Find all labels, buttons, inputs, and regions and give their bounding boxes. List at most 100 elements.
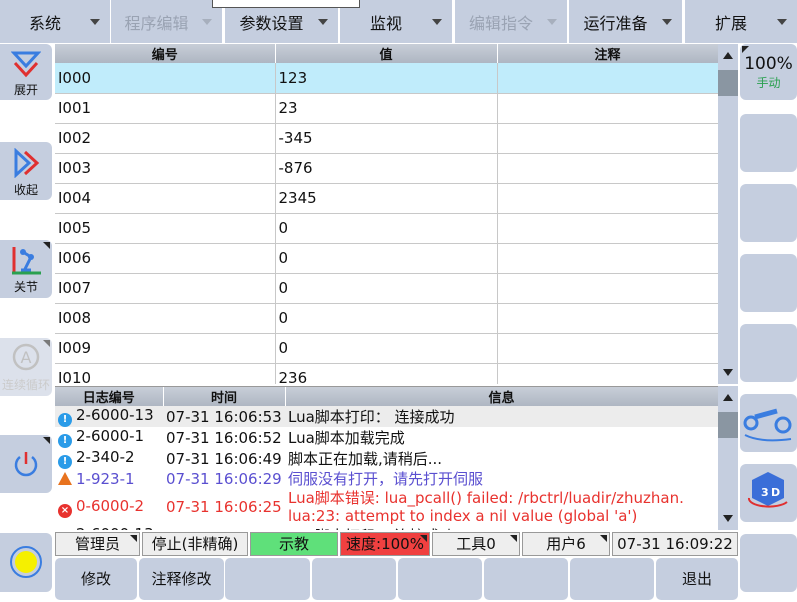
table-row[interactable]: I007 0: [55, 273, 718, 304]
table-cell[interactable]: I002: [55, 123, 276, 154]
table-cell[interactable]: 0: [275, 273, 498, 304]
softkey-4[interactable]: [398, 558, 482, 600]
scroll-up-icon[interactable]: [723, 52, 733, 59]
tool-status[interactable]: 工具0: [432, 532, 520, 556]
table-row[interactable]: I004 2345: [55, 183, 718, 214]
collapse-label: 收起: [13, 183, 38, 197]
log-row[interactable]: ! 2-6000-13 07-31 16:06:53 Lua脚本打印： 连接成功: [55, 406, 718, 427]
column-header[interactable]: 值: [275, 44, 498, 63]
table-cell[interactable]: [497, 183, 718, 214]
table-cell[interactable]: I001: [55, 93, 276, 124]
table-cell[interactable]: 123: [275, 63, 498, 94]
table-cell[interactable]: [497, 93, 718, 124]
scroll-down-icon[interactable]: [723, 515, 733, 522]
menu-4[interactable]: 编辑指令: [455, 0, 567, 43]
mode-label: 手动: [756, 76, 781, 90]
table-cell[interactable]: [497, 273, 718, 304]
log-scrollbar[interactable]: [718, 386, 738, 530]
table-cell[interactable]: I005: [55, 213, 276, 244]
table-cell[interactable]: [497, 243, 718, 274]
power-button[interactable]: [0, 435, 52, 493]
table-cell[interactable]: [497, 363, 718, 384]
right-button-4[interactable]: [740, 254, 797, 312]
table-cell[interactable]: [497, 333, 718, 364]
user-frame-status[interactable]: 用户6: [522, 532, 610, 556]
table-cell[interactable]: I007: [55, 273, 276, 304]
table-cell[interactable]: 0: [275, 333, 498, 364]
menu-6[interactable]: 扩展: [685, 0, 797, 43]
table-row[interactable]: I008 0: [55, 303, 718, 334]
right-button-8[interactable]: [740, 534, 797, 592]
table-cell[interactable]: 0: [275, 213, 498, 244]
softkey-0[interactable]: 修改: [55, 558, 137, 600]
table-cell[interactable]: [497, 123, 718, 154]
softkey-6[interactable]: [570, 558, 654, 600]
speed-value: 100%: [744, 54, 793, 74]
cycle-label: 连续循环: [1, 378, 50, 392]
softkey-5[interactable]: [484, 558, 568, 600]
table-cell[interactable]: 0: [275, 243, 498, 274]
table-cell[interactable]: I000: [55, 63, 276, 94]
table-cell[interactable]: 0: [275, 303, 498, 334]
scroll-down-icon[interactable]: [723, 369, 733, 376]
table-cell[interactable]: I008: [55, 303, 276, 334]
table-cell[interactable]: I004: [55, 183, 276, 214]
expand-button[interactable]: 展开: [0, 44, 52, 100]
menu-0[interactable]: 系统: [0, 0, 110, 43]
column-header[interactable]: 注释: [497, 44, 718, 63]
softkey-2[interactable]: [225, 558, 310, 600]
teach-mode-status[interactable]: 示教: [250, 532, 338, 556]
table-cell[interactable]: 23: [275, 93, 498, 124]
log-row[interactable]: 1-923-1 07-31 16:06:29 伺服没有打开，请先打开伺服: [55, 469, 718, 489]
right-button-2[interactable]: [740, 114, 797, 172]
table-cell[interactable]: [497, 213, 718, 244]
softkey-3[interactable]: [312, 558, 396, 600]
table-row[interactable]: I000 123: [55, 63, 718, 94]
auto-cycle-icon: A: [12, 343, 40, 371]
table-scrollbar[interactable]: [718, 44, 738, 384]
table-cell[interactable]: -876: [275, 153, 498, 184]
table-cell[interactable]: 236: [275, 363, 498, 384]
collapse-icon: [14, 147, 40, 179]
table-cell[interactable]: [497, 63, 718, 94]
table-cell[interactable]: [497, 303, 718, 334]
collapse-button[interactable]: 收起: [0, 142, 52, 200]
softkey-7[interactable]: 退出: [656, 558, 738, 600]
softkey-1[interactable]: 注释修改: [139, 558, 224, 600]
menu-1[interactable]: 程序编辑: [111, 0, 222, 43]
joint-button[interactable]: 关节: [0, 240, 52, 298]
table-cell[interactable]: I006: [55, 243, 276, 274]
table-row[interactable]: I005 0: [55, 213, 718, 244]
status-light-button[interactable]: [0, 533, 52, 592]
table-cell[interactable]: 2345: [275, 183, 498, 214]
table-row[interactable]: I006 0: [55, 243, 718, 274]
table-row[interactable]: I003 -876: [55, 153, 718, 184]
table-row[interactable]: I009 0: [55, 333, 718, 364]
right-button-3[interactable]: [740, 184, 797, 242]
robot-view-button[interactable]: [740, 394, 797, 452]
menu-5[interactable]: 运行准备: [569, 0, 682, 43]
table-cell[interactable]: I009: [55, 333, 276, 364]
right-button-5[interactable]: [740, 324, 797, 382]
cycle-button[interactable]: A 连续循环: [0, 338, 52, 396]
table-row[interactable]: I002 -345: [55, 123, 718, 154]
log-row[interactable]: ! 2-6000-1 07-31 16:06:52 Lua脚本加载完成: [55, 427, 718, 448]
table-cell[interactable]: [497, 153, 718, 184]
chevron-down-icon: [90, 18, 100, 25]
table-cell[interactable]: I010: [55, 363, 276, 384]
column-header[interactable]: 编号: [55, 44, 276, 63]
robot-joint-icon: [12, 247, 41, 275]
user-level-status[interactable]: 管理员: [55, 532, 140, 556]
table-cell[interactable]: -345: [275, 123, 498, 154]
table-row[interactable]: I010 236: [55, 363, 718, 384]
expand-label: 展开: [13, 83, 38, 97]
speed-status[interactable]: 速度:100%: [340, 532, 430, 556]
log-row[interactable]: × 0-6000-2 07-31 16:06:25 Lua脚本错误: lua_pcal…: [55, 489, 718, 525]
table-cell[interactable]: I003: [55, 153, 276, 184]
table-row[interactable]: I001 23: [55, 93, 718, 124]
speed-mode-button[interactable]: 100% 手动: [740, 44, 797, 100]
log-row[interactable]: ! 2-340-2 07-31 16:06:49 脚本正在加载,请稍后...: [55, 448, 718, 469]
scroll-up-icon[interactable]: [723, 394, 733, 401]
